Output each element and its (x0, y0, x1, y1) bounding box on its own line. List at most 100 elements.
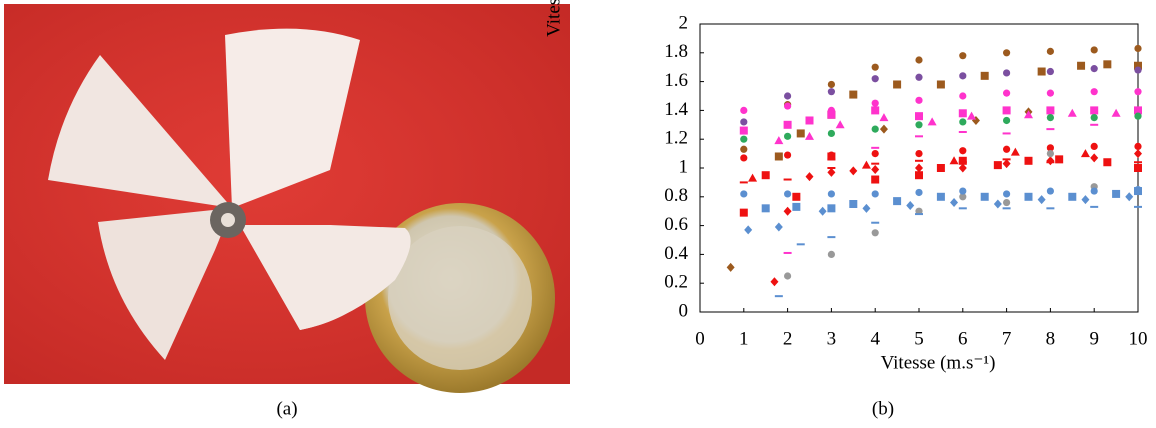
point (1002, 159, 1011, 169)
point (871, 99, 879, 107)
point (783, 178, 792, 181)
point (748, 173, 758, 182)
point (740, 118, 748, 126)
point (784, 132, 792, 140)
point (761, 204, 770, 213)
x-tick-label: 5 (914, 328, 924, 349)
x-tick-label: 10 (1129, 328, 1148, 349)
point (1002, 132, 1011, 135)
point (783, 251, 792, 254)
point (739, 208, 748, 217)
x-tick-label: 0 (695, 328, 705, 349)
point (1134, 149, 1142, 159)
point (879, 113, 889, 122)
point (1134, 112, 1142, 120)
y-tick-label: 1.2 (664, 128, 688, 149)
point (958, 156, 967, 165)
point (1134, 66, 1142, 74)
x-tick-label: 4 (870, 328, 880, 349)
point (784, 102, 792, 110)
point (805, 172, 814, 182)
point (1090, 187, 1098, 195)
point (1080, 149, 1090, 158)
point (805, 116, 814, 125)
point (818, 206, 827, 216)
point (1090, 65, 1098, 73)
point (936, 164, 945, 172)
point (849, 166, 858, 176)
point (1037, 67, 1046, 76)
point (1003, 116, 1011, 125)
point (871, 75, 879, 83)
point (784, 92, 792, 100)
point (1024, 156, 1033, 165)
point (774, 136, 784, 145)
point (849, 200, 858, 208)
point (774, 295, 783, 298)
point (1134, 187, 1142, 196)
point (950, 198, 959, 208)
point (1002, 207, 1011, 210)
point (761, 171, 770, 180)
point (1046, 150, 1054, 158)
point (915, 73, 923, 81)
point (1090, 46, 1098, 54)
point (915, 171, 923, 180)
point (770, 277, 779, 287)
point (1046, 106, 1055, 115)
point (1068, 192, 1077, 201)
point (959, 72, 967, 80)
point (980, 71, 989, 80)
point (827, 88, 836, 96)
point (774, 222, 783, 232)
point (1134, 205, 1142, 208)
x-tick-label: 2 (783, 328, 793, 349)
point (1003, 69, 1011, 77)
point (959, 193, 967, 201)
point (1090, 205, 1099, 208)
point (1046, 156, 1055, 166)
point (915, 159, 923, 162)
point (783, 206, 792, 216)
point (871, 164, 880, 174)
point (958, 161, 967, 164)
point (1046, 207, 1055, 210)
point (915, 135, 923, 138)
point (871, 162, 880, 165)
point (1125, 192, 1134, 202)
point (796, 129, 805, 138)
point (784, 272, 792, 280)
y-tick-label: 0.2 (664, 272, 688, 293)
point (915, 213, 923, 216)
point (740, 106, 748, 114)
point (1003, 49, 1011, 57)
point (871, 146, 880, 149)
point (993, 199, 1002, 209)
point (959, 187, 967, 195)
point (827, 152, 836, 161)
point (1134, 142, 1142, 150)
point (740, 145, 748, 153)
point (959, 147, 967, 155)
point (915, 188, 923, 197)
point (740, 154, 748, 162)
point (967, 111, 977, 120)
point (958, 131, 967, 133)
point (1090, 88, 1098, 96)
point (827, 167, 836, 169)
point (993, 161, 1002, 170)
y-tick-label: 0.6 (664, 214, 688, 235)
point (827, 236, 836, 239)
point (1002, 158, 1011, 161)
y-axis-label: Vitesse spécifique (543, 0, 564, 37)
point (835, 120, 845, 129)
point (849, 90, 858, 99)
point (1103, 60, 1112, 69)
point (871, 150, 879, 158)
point (959, 52, 967, 60)
point (1055, 155, 1064, 164)
point (936, 192, 945, 201)
point (936, 80, 945, 89)
point (792, 202, 801, 211)
